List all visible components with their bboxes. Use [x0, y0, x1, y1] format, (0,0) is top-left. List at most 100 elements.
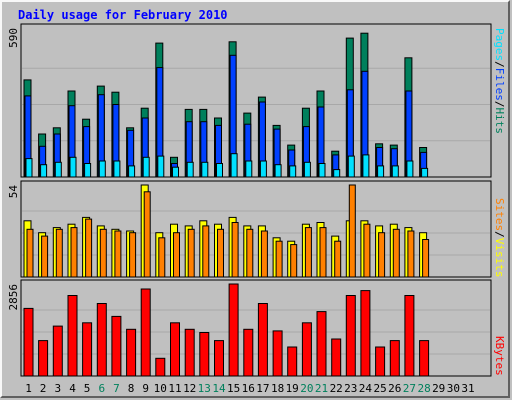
bar — [404, 295, 415, 377]
bar — [378, 232, 386, 278]
bar — [391, 165, 399, 178]
x-tick-label: 8 — [128, 382, 135, 395]
bar — [290, 244, 298, 278]
x-tick-label: 17 — [256, 382, 269, 395]
bar — [128, 165, 136, 178]
bar — [157, 155, 165, 178]
bar — [348, 184, 356, 278]
bar — [202, 225, 210, 278]
x-tick-label: 22 — [330, 382, 343, 395]
x-tick-label: 31 — [461, 382, 474, 395]
x-tick-label: 10 — [154, 382, 167, 395]
bar — [334, 240, 342, 278]
legend-part: Files — [493, 68, 506, 101]
x-tick-label: 9 — [142, 382, 149, 395]
x-tick-label: 14 — [212, 382, 226, 395]
bar — [70, 227, 78, 278]
bar — [287, 346, 298, 377]
x-tick-label: 1 — [25, 382, 32, 395]
y-axis-labels: 590 54 2856 — [7, 28, 20, 311]
bar — [142, 156, 150, 178]
bar — [319, 227, 327, 278]
x-tick-label: 24 — [359, 382, 373, 395]
bar — [257, 303, 268, 377]
legend-label: Sites/Visits — [493, 198, 506, 278]
bar — [406, 160, 414, 178]
x-tick-label: 4 — [69, 382, 76, 395]
bar — [172, 166, 179, 178]
bar — [184, 328, 195, 377]
bar — [40, 164, 48, 178]
bar — [362, 154, 370, 178]
legend-part: / — [493, 61, 506, 68]
bar — [140, 288, 151, 377]
bar — [82, 322, 93, 377]
bar — [316, 311, 327, 377]
bar — [389, 340, 400, 377]
bar — [231, 222, 239, 278]
chart-title: Daily usage for February 2010 — [18, 8, 228, 22]
bar — [333, 169, 341, 178]
bar — [199, 332, 210, 377]
bar — [246, 228, 254, 278]
bar — [331, 338, 342, 377]
y-max-label: 54 — [7, 185, 20, 199]
bar — [301, 322, 312, 377]
bar — [85, 218, 93, 278]
x-tick-label: 27 — [403, 382, 416, 395]
bar — [419, 340, 430, 377]
bar — [52, 325, 63, 377]
bar — [217, 228, 224, 278]
bar — [392, 228, 400, 278]
bar — [275, 240, 283, 278]
x-tick-label: 23 — [344, 382, 357, 395]
x-tick-label: 3 — [54, 382, 61, 395]
x-tick-label: 6 — [98, 382, 105, 395]
bar — [201, 161, 209, 178]
bar — [243, 328, 254, 377]
x-tick-label: 21 — [315, 382, 328, 395]
x-tick-label: 20 — [300, 382, 313, 395]
bar — [158, 237, 166, 278]
legend-part: Pages — [493, 28, 506, 61]
bar — [111, 315, 122, 377]
bar — [129, 232, 137, 278]
legend-part: / — [493, 231, 506, 238]
x-tick-label: 26 — [388, 382, 401, 395]
bar — [54, 161, 62, 178]
x-tick-label: 18 — [271, 382, 284, 395]
bar — [67, 295, 78, 377]
bar — [38, 340, 49, 377]
bar — [84, 163, 92, 178]
bar — [96, 303, 107, 377]
bar — [114, 230, 122, 278]
x-tick-label: 11 — [168, 382, 181, 395]
bar — [304, 227, 312, 278]
bar — [259, 160, 267, 178]
bar — [347, 155, 355, 178]
x-tick-label: 16 — [242, 382, 255, 395]
bar-marks — [23, 32, 430, 377]
bar — [41, 235, 49, 278]
bar — [113, 160, 121, 178]
bar — [318, 163, 326, 178]
legend-part: KBytes — [493, 336, 506, 376]
y-max-label: 2856 — [7, 284, 20, 311]
bar — [289, 165, 297, 178]
x-tick-label: 19 — [286, 382, 299, 395]
bar — [377, 165, 385, 178]
bar — [375, 346, 386, 377]
bar — [99, 228, 107, 278]
bar — [245, 160, 253, 178]
bar — [345, 295, 356, 377]
bar — [272, 330, 283, 377]
bar — [155, 357, 166, 377]
bar — [228, 283, 239, 377]
bar — [126, 328, 137, 377]
bar — [360, 290, 371, 377]
legend-part: Hits — [493, 108, 506, 135]
bar — [25, 158, 33, 178]
bar — [173, 232, 180, 278]
